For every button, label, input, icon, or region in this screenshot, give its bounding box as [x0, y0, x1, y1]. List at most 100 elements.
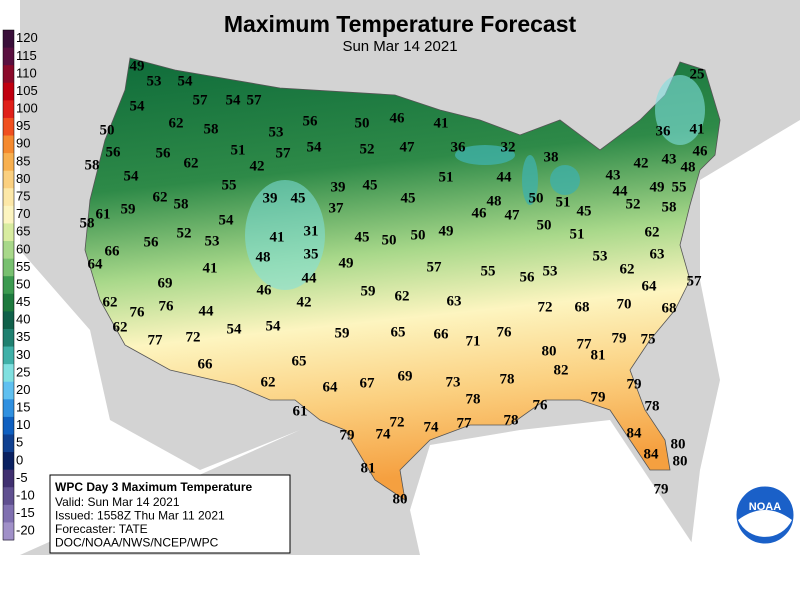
temperature: 81 — [591, 347, 606, 363]
temperature: 76 — [533, 397, 549, 413]
temperature: 68 — [662, 300, 677, 316]
temperature: 69 — [158, 275, 173, 291]
legend-label: 100 — [16, 101, 38, 116]
temperature: 62 — [113, 319, 128, 335]
temperature: 50 — [100, 122, 115, 138]
temperature: 53 — [543, 263, 558, 279]
info-line: Valid: Sun Mar 14 2021 — [55, 495, 180, 509]
temperature: 55 — [672, 179, 687, 195]
info-heading: WPC Day 3 Maximum Temperature — [55, 480, 252, 494]
temperature: 48 — [487, 193, 502, 209]
temperature: 53 — [593, 248, 608, 264]
legend-swatch — [3, 452, 14, 471]
temperature: 51 — [570, 226, 585, 242]
temperature: 82 — [554, 362, 569, 378]
temperature: 48 — [256, 249, 271, 265]
legend-swatch — [3, 293, 14, 312]
legend-swatch — [3, 30, 14, 49]
legend-label: 75 — [16, 189, 30, 204]
temperature: 72 — [186, 329, 201, 345]
temperature: 79 — [654, 481, 669, 497]
temperature: 62 — [261, 374, 276, 390]
info-box — [49, 474, 291, 554]
lake-huron — [550, 165, 580, 195]
temperature: 44 — [497, 169, 513, 185]
legend-label: 15 — [16, 400, 30, 415]
temperature: 78 — [645, 398, 660, 414]
temperature: 61 — [96, 206, 111, 222]
temperature: 44 — [613, 183, 629, 199]
legend-label: 10 — [16, 417, 30, 432]
temperature: 62 — [169, 115, 184, 131]
legend-swatch — [3, 522, 14, 541]
temperature: 56 — [106, 144, 122, 160]
legend-label: 25 — [16, 364, 30, 379]
legend-label: 45 — [16, 294, 30, 309]
temperature: 80 — [671, 436, 686, 452]
temperature: 78 — [500, 371, 515, 387]
legend-label: -15 — [16, 505, 35, 520]
temperature: 58 — [662, 199, 677, 215]
temperature: 45 — [355, 229, 370, 245]
legend-swatch — [3, 241, 14, 260]
legend-frame — [2, 29, 15, 541]
temperature: 41 — [270, 229, 285, 245]
legend-label: -10 — [16, 487, 35, 502]
legend-swatch — [3, 276, 14, 295]
temperature: 50 — [411, 227, 426, 243]
legend-swatch — [3, 65, 14, 84]
temperature: 84 — [627, 425, 643, 441]
temperature: 43 — [606, 167, 621, 183]
legend-swatch — [3, 487, 14, 506]
temperature: 51 — [231, 142, 246, 158]
temperature: 72 — [538, 299, 553, 315]
temperature: 37 — [329, 200, 345, 216]
temperature: 50 — [382, 232, 397, 248]
lake-michigan — [522, 155, 538, 205]
temperature: 50 — [529, 190, 544, 206]
temperature: 81 — [361, 460, 376, 476]
temperature: 54 — [178, 73, 194, 89]
temperature: 39 — [331, 179, 346, 195]
temperature: 66 — [434, 326, 450, 342]
temperature: 46 — [257, 282, 273, 298]
legend-label: 70 — [16, 206, 30, 221]
temperature: 58 — [80, 215, 95, 231]
temperature: 63 — [650, 246, 665, 262]
temperature: 25 — [690, 66, 705, 82]
legend-label: 0 — [16, 452, 23, 467]
legend-swatch — [3, 416, 14, 435]
temperature: 58 — [85, 157, 100, 173]
temperature: 54 — [219, 212, 235, 228]
legend-label: 50 — [16, 276, 30, 291]
temperature: 64 — [323, 379, 339, 395]
legend-swatch — [3, 82, 14, 101]
legend-label: 30 — [16, 347, 30, 362]
temperature: 57 — [687, 273, 703, 289]
lake-superior — [455, 145, 515, 165]
legend-swatch — [3, 381, 14, 400]
legend-swatch — [3, 153, 14, 172]
temperature: 77 — [577, 336, 593, 352]
legend-swatch — [3, 135, 14, 154]
temperature: 75 — [641, 331, 656, 347]
temperature: 59 — [121, 201, 136, 217]
temperature: 41 — [690, 121, 705, 137]
temperature: 77 — [457, 415, 473, 431]
temperature: 62 — [153, 189, 168, 205]
temperature: 58 — [174, 196, 189, 212]
temperature: 79 — [612, 330, 627, 346]
temperature: 32 — [501, 139, 516, 155]
temperature: 78 — [466, 391, 481, 407]
temperature: 57 — [193, 92, 209, 108]
temperature: 44 — [302, 270, 318, 286]
info-line: Issued: 1558Z Thu Mar 11 2021 — [55, 509, 225, 523]
color-legend: 1201151101051009590858075706560555045403… — [2, 29, 38, 541]
temperature: 59 — [335, 325, 350, 341]
temperature: 52 — [360, 141, 375, 157]
temperature: 56 — [520, 269, 536, 285]
temperature: 36 — [451, 139, 467, 155]
rocky-cold-area — [245, 180, 325, 290]
temperature: 64 — [642, 278, 658, 294]
temperature: 45 — [291, 190, 306, 206]
